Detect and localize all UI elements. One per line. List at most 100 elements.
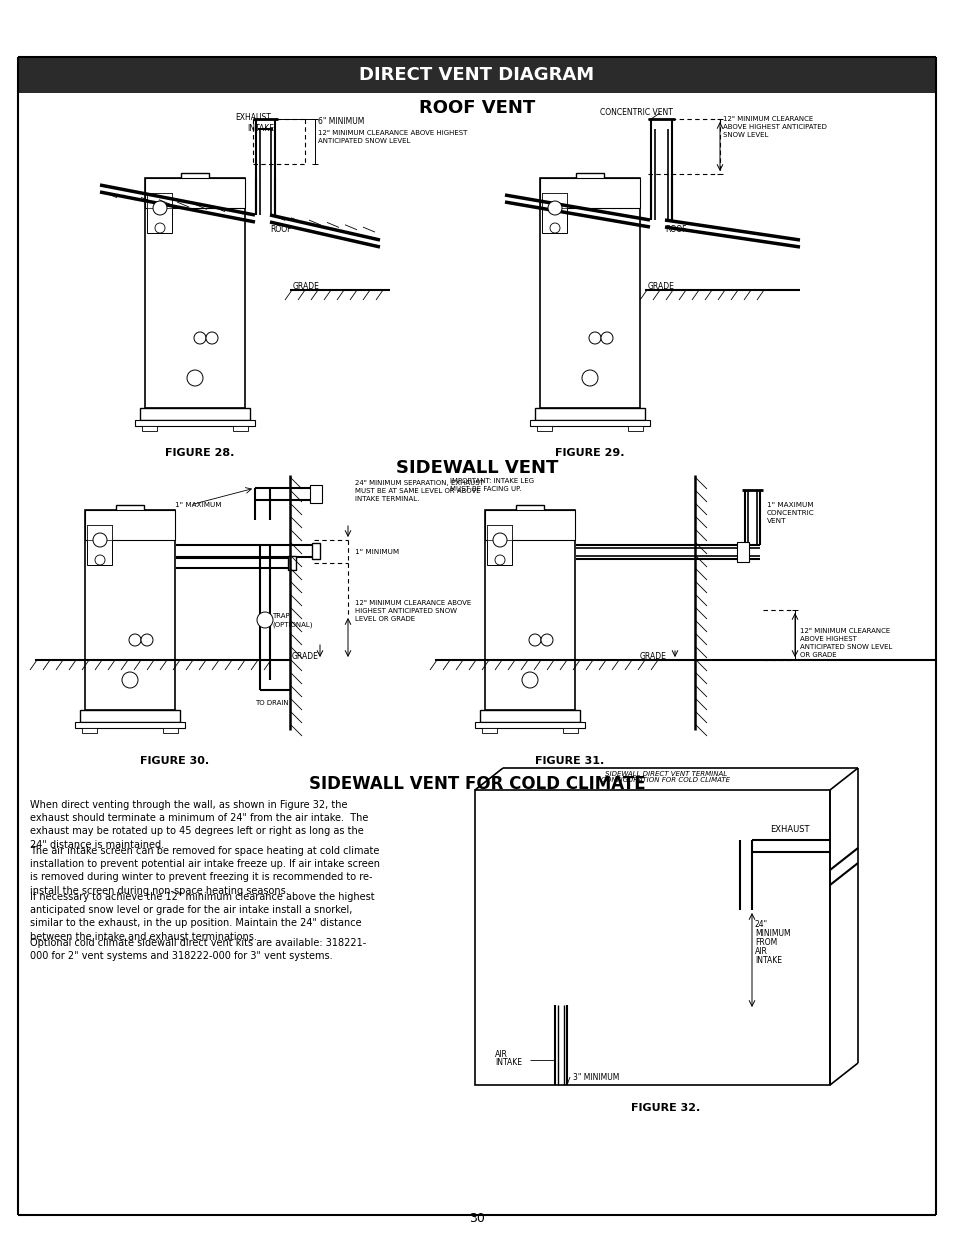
Text: 1" MAXIMUM: 1" MAXIMUM bbox=[174, 501, 221, 508]
Text: INTAKE: INTAKE bbox=[247, 124, 274, 133]
Bar bbox=[576, 173, 603, 183]
Bar bbox=[541, 193, 566, 207]
Bar bbox=[627, 426, 642, 431]
Circle shape bbox=[256, 613, 273, 629]
Text: 24": 24" bbox=[754, 920, 767, 929]
Text: FIGURE 30.: FIGURE 30. bbox=[140, 756, 210, 766]
Text: 12" MINIMUM CLEARANCE ABOVE: 12" MINIMUM CLEARANCE ABOVE bbox=[355, 600, 471, 606]
Text: GRADE: GRADE bbox=[292, 652, 318, 661]
Bar bbox=[87, 525, 112, 540]
Bar bbox=[145, 178, 245, 207]
Bar bbox=[85, 510, 174, 540]
Text: ROOF: ROOF bbox=[664, 225, 686, 233]
Circle shape bbox=[187, 370, 203, 387]
Text: VENT: VENT bbox=[766, 517, 785, 524]
Text: HIGHEST ANTICIPATED SNOW: HIGHEST ANTICIPATED SNOW bbox=[355, 608, 456, 614]
Text: INTAKE TERMINAL.: INTAKE TERMINAL. bbox=[355, 496, 419, 501]
Bar bbox=[530, 420, 649, 426]
Text: TRAP: TRAP bbox=[272, 613, 290, 619]
Bar bbox=[233, 426, 248, 431]
Text: ABOVE HIGHEST ANTICIPATED: ABOVE HIGHEST ANTICIPATED bbox=[722, 124, 826, 130]
Bar bbox=[140, 408, 250, 420]
Text: 6" MINIMUM: 6" MINIMUM bbox=[317, 117, 364, 126]
Circle shape bbox=[92, 534, 107, 547]
Text: 24" MINIMUM SEPARATION, EXHAUST: 24" MINIMUM SEPARATION, EXHAUST bbox=[355, 480, 483, 487]
Bar bbox=[135, 420, 254, 426]
Text: CONCENTRIC VENT: CONCENTRIC VENT bbox=[599, 107, 672, 117]
Bar bbox=[85, 510, 174, 710]
Text: OR GRADE: OR GRADE bbox=[800, 652, 836, 658]
Bar bbox=[486, 525, 512, 540]
Bar bbox=[541, 193, 566, 233]
Circle shape bbox=[550, 224, 559, 233]
Bar bbox=[481, 727, 497, 734]
Text: GRADE: GRADE bbox=[647, 282, 674, 291]
Circle shape bbox=[493, 534, 506, 547]
Text: SIDEWALL VENT FOR COLD CLIMATE: SIDEWALL VENT FOR COLD CLIMATE bbox=[309, 776, 644, 793]
Bar bbox=[142, 426, 157, 431]
Text: FIGURE 29.: FIGURE 29. bbox=[555, 448, 624, 458]
Circle shape bbox=[588, 332, 600, 345]
Text: ANTICIPATED SNOW LEVEL: ANTICIPATED SNOW LEVEL bbox=[800, 643, 891, 650]
Bar bbox=[18, 57, 935, 93]
Text: 12" MINIMUM CLEARANCE: 12" MINIMUM CLEARANCE bbox=[800, 629, 889, 634]
Text: EXHAUST: EXHAUST bbox=[234, 112, 271, 122]
Bar bbox=[312, 543, 319, 559]
Text: FROM: FROM bbox=[754, 939, 777, 947]
Circle shape bbox=[495, 555, 504, 564]
Text: IMPORTANT: INTAKE LEG: IMPORTANT: INTAKE LEG bbox=[450, 478, 534, 484]
Bar bbox=[516, 505, 543, 515]
Bar bbox=[75, 722, 185, 727]
Text: When direct venting through the wall, as shown in Figure 32, the
exhaust should : When direct venting through the wall, as… bbox=[30, 800, 368, 850]
Text: 3" MINIMUM: 3" MINIMUM bbox=[573, 1073, 618, 1082]
Bar bbox=[310, 485, 322, 503]
Circle shape bbox=[521, 672, 537, 688]
Text: SIDEWALL VENT: SIDEWALL VENT bbox=[395, 459, 558, 477]
Circle shape bbox=[129, 634, 141, 646]
Bar bbox=[80, 710, 180, 722]
Text: SIDEWALL DIRECT VENT TERMINAL
CONFIGURATION FOR COLD CLIMATE: SIDEWALL DIRECT VENT TERMINAL CONFIGURAT… bbox=[601, 771, 730, 783]
Bar bbox=[539, 178, 639, 207]
Text: INTAKE: INTAKE bbox=[495, 1058, 521, 1067]
Circle shape bbox=[540, 634, 553, 646]
Text: SNOW LEVEL: SNOW LEVEL bbox=[722, 132, 767, 138]
Circle shape bbox=[600, 332, 613, 345]
Circle shape bbox=[193, 332, 206, 345]
Bar bbox=[484, 510, 575, 540]
Text: CONCENTRIC: CONCENTRIC bbox=[766, 510, 814, 516]
Text: MUST BE FACING UP.: MUST BE FACING UP. bbox=[450, 487, 521, 492]
Text: TO DRAIN: TO DRAIN bbox=[254, 700, 289, 706]
Bar bbox=[181, 173, 209, 183]
Text: GRADE: GRADE bbox=[639, 652, 666, 661]
Circle shape bbox=[95, 555, 105, 564]
Text: ROOF VENT: ROOF VENT bbox=[418, 99, 535, 117]
Text: Optional cold climate sidewall direct vent kits are available: 318221-
000 for 2: Optional cold climate sidewall direct ve… bbox=[30, 939, 366, 961]
Text: AIR: AIR bbox=[754, 947, 767, 956]
Bar bbox=[147, 193, 172, 207]
Circle shape bbox=[581, 370, 598, 387]
Circle shape bbox=[141, 634, 152, 646]
Circle shape bbox=[547, 201, 561, 215]
Bar bbox=[145, 178, 245, 408]
Bar bbox=[539, 178, 639, 408]
Bar bbox=[288, 556, 295, 571]
Bar bbox=[475, 722, 584, 727]
Text: (OPTIONAL): (OPTIONAL) bbox=[272, 621, 313, 627]
Text: INTAKE: INTAKE bbox=[754, 956, 781, 965]
Text: 12" MINIMUM CLEARANCE: 12" MINIMUM CLEARANCE bbox=[722, 116, 812, 122]
Bar bbox=[484, 510, 575, 710]
Text: 1" MINIMUM: 1" MINIMUM bbox=[355, 550, 398, 555]
Bar bbox=[475, 790, 829, 1086]
Bar bbox=[486, 525, 512, 564]
Circle shape bbox=[122, 672, 138, 688]
Text: 1" MAXIMUM: 1" MAXIMUM bbox=[766, 501, 813, 508]
Bar bbox=[737, 542, 748, 562]
Circle shape bbox=[529, 634, 540, 646]
Circle shape bbox=[154, 224, 165, 233]
Bar bbox=[537, 426, 552, 431]
Text: MINIMUM: MINIMUM bbox=[754, 929, 790, 939]
Text: The air intake screen can be removed for space heating at cold climate
installat: The air intake screen can be removed for… bbox=[30, 846, 379, 895]
Text: MUST BE AT SAME LEVEL OR ABOVE: MUST BE AT SAME LEVEL OR ABOVE bbox=[355, 488, 480, 494]
Bar bbox=[147, 193, 172, 233]
Text: 30: 30 bbox=[469, 1213, 484, 1225]
